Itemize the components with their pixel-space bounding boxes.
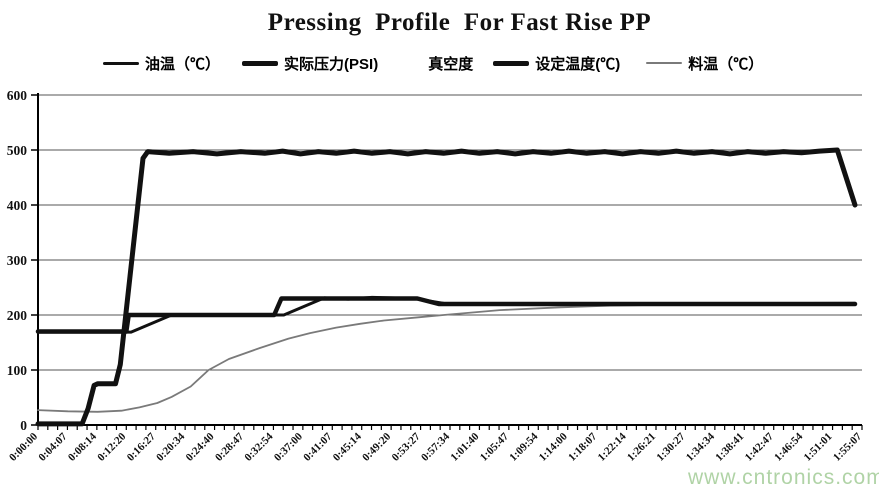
watermark: www.cntronics.com xyxy=(688,466,879,489)
legend-label-material-temp: 料温（℃） xyxy=(688,55,764,73)
x-axis-label: 1:55:07 xyxy=(831,430,864,463)
x-axis-label: 1:30:27 xyxy=(654,430,687,463)
legend-item-material-temp: 料温（℃） xyxy=(646,53,763,74)
x-axis-label: 0:41:07 xyxy=(301,430,334,463)
x-axis-label: 1:51:01 xyxy=(802,431,835,464)
chart-title: Pressing Profile For Fast Rise PP xyxy=(267,9,652,36)
y-axis-labels: 0 100 200 300 400 500 600 xyxy=(7,88,28,433)
chart-legend: 油温（℃） 实际压力(PSI) 真空度 设定温度(℃) 料温（℃） xyxy=(103,52,763,74)
x-axis-label: 0:49:20 xyxy=(360,430,393,463)
y-axis-label: 200 xyxy=(7,308,28,323)
legend-item-oil-temp: 油温（℃） xyxy=(103,53,220,74)
x-axis-label: 0:16:27 xyxy=(125,430,158,463)
series-material-temp xyxy=(37,303,856,413)
oil-temp-line-swatch-icon xyxy=(103,61,139,65)
legend-label-vacuum: 真空度 xyxy=(428,55,474,73)
x-axis-label: 0:12:20 xyxy=(95,430,128,463)
material-temp-line-swatch-icon xyxy=(646,62,683,64)
legend-label-actual-pressure: 实际压力(PSI) xyxy=(284,55,379,73)
legend-item-actual-pressure: 实际压力(PSI) xyxy=(242,53,378,74)
x-axis-label: 1:22:14 xyxy=(596,430,629,463)
x-axis-label: 0:57:34 xyxy=(419,430,452,463)
x-axis-label: 1:26:21 xyxy=(625,431,658,464)
x-axis-label: 1:46:54 xyxy=(772,430,805,463)
series-actual-pressure xyxy=(35,147,858,427)
legend-item-set-temp: 设定温度(℃) xyxy=(493,53,620,74)
series-lines xyxy=(35,147,858,427)
legend-item-vacuum: 真空度 xyxy=(386,53,473,74)
y-axis-ticks xyxy=(31,94,38,426)
x-axis-label: 1:09:54 xyxy=(507,430,540,463)
y-axis-label: 100 xyxy=(7,363,28,378)
x-axis-label: 0:24:40 xyxy=(184,430,217,463)
x-axis-label: 1:42:47 xyxy=(743,430,776,463)
legend-label-set-temp: 设定温度(℃) xyxy=(535,55,621,73)
x-axis-labels: 0:00:000:04:070:08:140:12:200:16:270:20:… xyxy=(7,430,864,463)
x-axis-label: 0:32:54 xyxy=(242,430,275,463)
x-axis-label: 0:37:00 xyxy=(272,430,305,463)
set-temp-line-swatch-icon xyxy=(493,60,530,66)
gridlines xyxy=(38,94,862,371)
y-axis-label: 400 xyxy=(7,198,28,213)
x-axis-label: 1:18:07 xyxy=(566,430,599,463)
x-axis-label: 0:00:00 xyxy=(7,430,40,463)
y-axis-label: 0 xyxy=(20,418,27,433)
x-axis-label: 1:38:41 xyxy=(713,431,746,464)
x-axis-label: 0:45:14 xyxy=(331,430,364,463)
x-axis-label: 1:14:00 xyxy=(537,430,570,463)
legend-label-oil-temp: 油温（℃） xyxy=(145,55,221,73)
y-axis-label: 300 xyxy=(7,253,28,268)
x-axis-label: 1:05:47 xyxy=(478,430,511,463)
y-axis-label: 500 xyxy=(7,143,28,158)
x-axis-label: 0:04:07 xyxy=(36,430,69,463)
x-axis-label: 1:01:40 xyxy=(448,430,481,463)
actual-pressure-line-swatch-icon xyxy=(242,60,279,66)
x-axis-label: 0:20:34 xyxy=(154,430,187,463)
y-axis-label: 600 xyxy=(7,88,28,103)
x-axis-label: 0:08:14 xyxy=(66,430,99,463)
x-axis-label: 0:28:47 xyxy=(213,430,246,463)
x-axis-label: 1:34:34 xyxy=(684,430,717,463)
x-axis-ticks xyxy=(37,425,863,430)
x-axis-label: 0:53:27 xyxy=(390,430,423,463)
